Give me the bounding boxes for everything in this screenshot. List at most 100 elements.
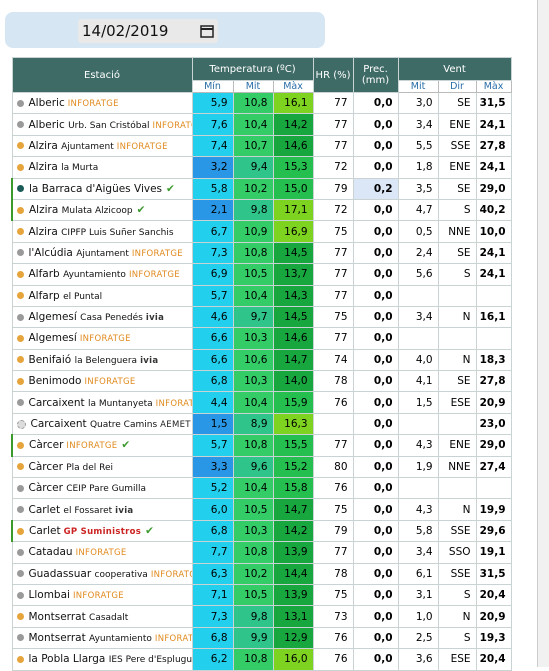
temp-mit: 10,5	[232, 263, 274, 286]
wind-dir: SSO	[437, 541, 477, 564]
temp-min-value: 6,6	[210, 332, 228, 345]
station-sub: Mulata Alzicoop	[61, 206, 133, 217]
station-name: Càrcer	[29, 439, 64, 452]
humidity: 77	[312, 434, 354, 457]
wind-dir-value: S	[463, 631, 471, 644]
wind-dir: S	[437, 198, 477, 222]
station-name: Montserrat	[28, 610, 86, 623]
date-input[interactable]: 14/02/2019	[78, 19, 218, 43]
calendar-icon[interactable]	[200, 24, 214, 38]
station-row: Alberic Urb. San CristóbalINFORATGE 7,6 10…	[11, 113, 512, 136]
wind-max: 24,1	[475, 263, 512, 286]
wind-dir: SE	[437, 177, 477, 200]
temp-max-value: 15,5	[284, 439, 308, 452]
station-dot	[17, 206, 24, 214]
wind-mit: 4,3	[397, 498, 439, 521]
wind-max-value: 20,4	[479, 589, 506, 602]
temp-max: 17,1	[272, 198, 314, 222]
station-row: Catadau INFORATGE 7,7 10,8 13,9 77 0,0 3,4 SSO 19…	[11, 541, 512, 564]
temp-min-value: 6,9	[210, 268, 228, 281]
wind-max-value: 29,0	[479, 439, 506, 452]
wind-dir: N	[437, 498, 477, 521]
temp-min: 6,8	[191, 519, 234, 543]
station-sub: Ayuntamiento	[89, 633, 152, 644]
wind-mit: 4,1	[397, 370, 439, 393]
humidity: 77	[312, 134, 354, 158]
wind-dir-value: ESE	[450, 396, 471, 409]
temp-max-value: 13,9	[284, 589, 308, 602]
temp-min-value: 4,4	[210, 396, 228, 409]
wind-mit-value: 5,8	[415, 525, 433, 537]
check-icon: ✔	[145, 525, 154, 537]
wind-max-value: 29,6	[479, 525, 506, 537]
temp-max: 14,5	[272, 305, 314, 329]
temp-min: 4,4	[191, 391, 234, 414]
precipitation: 0,0	[352, 263, 399, 286]
wind-dir-value: S	[463, 268, 471, 281]
wind-max: 19,1	[475, 541, 512, 564]
station-sub: Ajuntament	[76, 248, 129, 259]
humidity: 77	[312, 327, 354, 350]
station-name: Carlet	[29, 525, 61, 537]
humidity-value: 79	[334, 182, 348, 195]
wind-dir-value: SE	[457, 97, 471, 110]
station-name: Alzira	[28, 161, 58, 174]
humidity-value: 80	[334, 460, 348, 473]
temp-mit: 9,8	[232, 198, 274, 222]
wind-mit	[397, 477, 439, 500]
wind-max-value: 19,9	[479, 503, 506, 516]
precipitation: 0,2	[352, 177, 399, 200]
precipitation-value: 0,0	[373, 460, 393, 473]
temp-min: 5,9	[191, 91, 234, 115]
wind-max	[475, 477, 512, 500]
humidity-value: 78	[334, 567, 348, 580]
network-tag: INFORATGE	[152, 120, 191, 131]
humidity: 72	[312, 156, 354, 179]
header: Vent	[397, 57, 512, 81]
wind-mit	[397, 412, 439, 436]
station-name: Llombai	[28, 589, 70, 602]
temp-mit: 10,4	[232, 477, 274, 500]
wind-max: 24,1	[475, 113, 512, 136]
temp-min-value: 6,7	[210, 225, 228, 238]
wind-max-value: 27,4	[479, 460, 506, 473]
humidity-value: 75	[334, 225, 348, 238]
temp-min: 6,6	[191, 348, 234, 372]
humidity: 75	[312, 498, 354, 521]
precipitation-value: 0,0	[373, 139, 393, 152]
wind-dir: S	[437, 263, 477, 286]
wind-max-value: 24,1	[479, 246, 506, 259]
wind-max: 29,0	[475, 434, 512, 457]
precipitation: 0,0	[352, 220, 399, 243]
humidity: 77	[312, 284, 354, 307]
temp-mit: 10,5	[232, 498, 274, 521]
network-tag: ivia	[140, 355, 159, 366]
temp-min-value: 5,9	[210, 97, 228, 110]
temp-min-value: 6,8	[210, 375, 228, 388]
station-dot	[16, 419, 26, 429]
network-tag: GP Suministros	[63, 527, 142, 537]
temp-max: 15,2	[272, 455, 314, 479]
station-row: Benimodo INFORATGE 6,8 10,3 14,0 78 0,0 4,1 SE 27…	[11, 370, 512, 393]
wind-dir-value: ENE	[449, 161, 471, 174]
network-tag: INFORATGE	[131, 248, 183, 259]
station-cell: Carcaixent Quatre Camins AEMET	[11, 412, 193, 436]
precipitation: 0,0	[352, 541, 399, 564]
station-dot	[16, 634, 24, 642]
temp-min-value: 7,7	[210, 546, 228, 559]
temp-max: 14,3	[272, 284, 314, 307]
temp-max-value: 14,5	[284, 311, 308, 324]
station-dot	[16, 228, 24, 236]
temp-max-value: 13,7	[284, 268, 308, 281]
precipitation: 0,0	[352, 562, 399, 585]
station-cell: l'Alcúdia Ajuntament INFORATGE	[11, 241, 193, 265]
temp-min: 6,6	[191, 327, 234, 350]
wind-dir-value: ESE	[450, 653, 471, 666]
station-row: Algemesí Casa Penedés ivia 4,6 9,7 14,5 75 0,0…	[11, 305, 512, 329]
station-name: Montserrat	[28, 631, 86, 644]
temp-max-value: 15,8	[284, 482, 308, 495]
temp-mit: 10,9	[232, 220, 274, 243]
wind-mit-value: 5,6	[415, 268, 433, 281]
precipitation-value: 0,0	[373, 653, 393, 666]
precipitation: 0,0	[352, 391, 399, 414]
